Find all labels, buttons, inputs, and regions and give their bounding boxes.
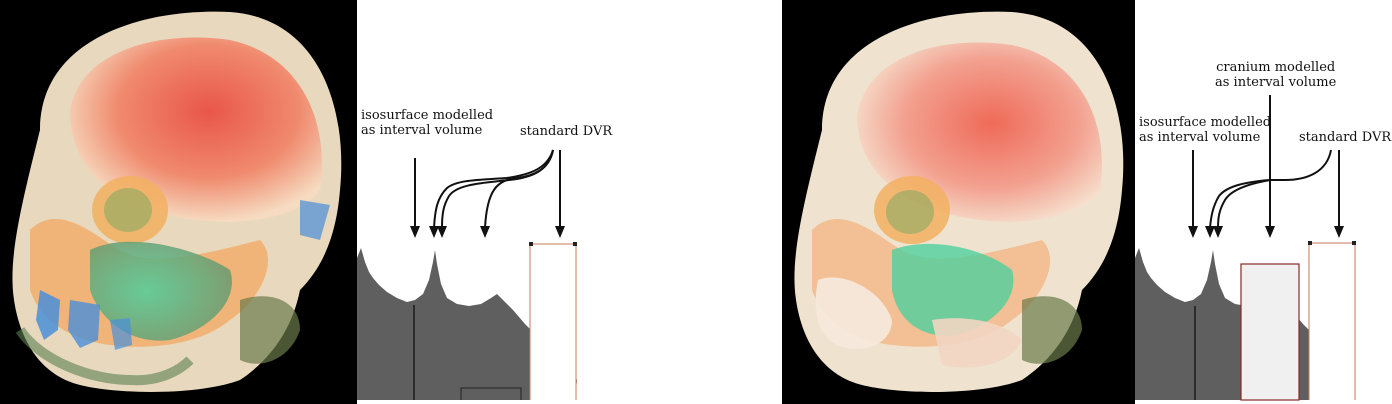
right-label-standard-dvr: standard DVR xyxy=(1299,130,1392,145)
right-arrows xyxy=(1192,95,1340,229)
left-histogram-editor xyxy=(357,149,577,400)
right-cranium-interval-box xyxy=(1240,263,1300,401)
left-dvr-range xyxy=(529,243,577,400)
right-volume-render xyxy=(782,0,1135,404)
right-transfer-function-panel: cranium modelled as interval volume isos… xyxy=(1135,0,1392,404)
right-label-cranium: cranium modelled as interval volume xyxy=(1215,60,1337,90)
left-label-isosurface: isosurface modelled as interval volume xyxy=(361,108,494,138)
left-volume-render xyxy=(0,0,357,404)
left-transfer-function-panel: isosurface modelled as interval volume s… xyxy=(357,0,612,404)
left-histogram xyxy=(357,248,577,400)
right-skull-image xyxy=(794,11,1124,392)
left-skull-image xyxy=(12,11,342,392)
right-label-isosurface: isosurface modelled as interval volume xyxy=(1139,115,1272,145)
left-arrows xyxy=(414,149,561,229)
right-histogram-editor xyxy=(1135,95,1356,401)
left-label-standard-dvr: standard DVR xyxy=(520,124,613,139)
right-dvr-range xyxy=(1308,242,1356,400)
